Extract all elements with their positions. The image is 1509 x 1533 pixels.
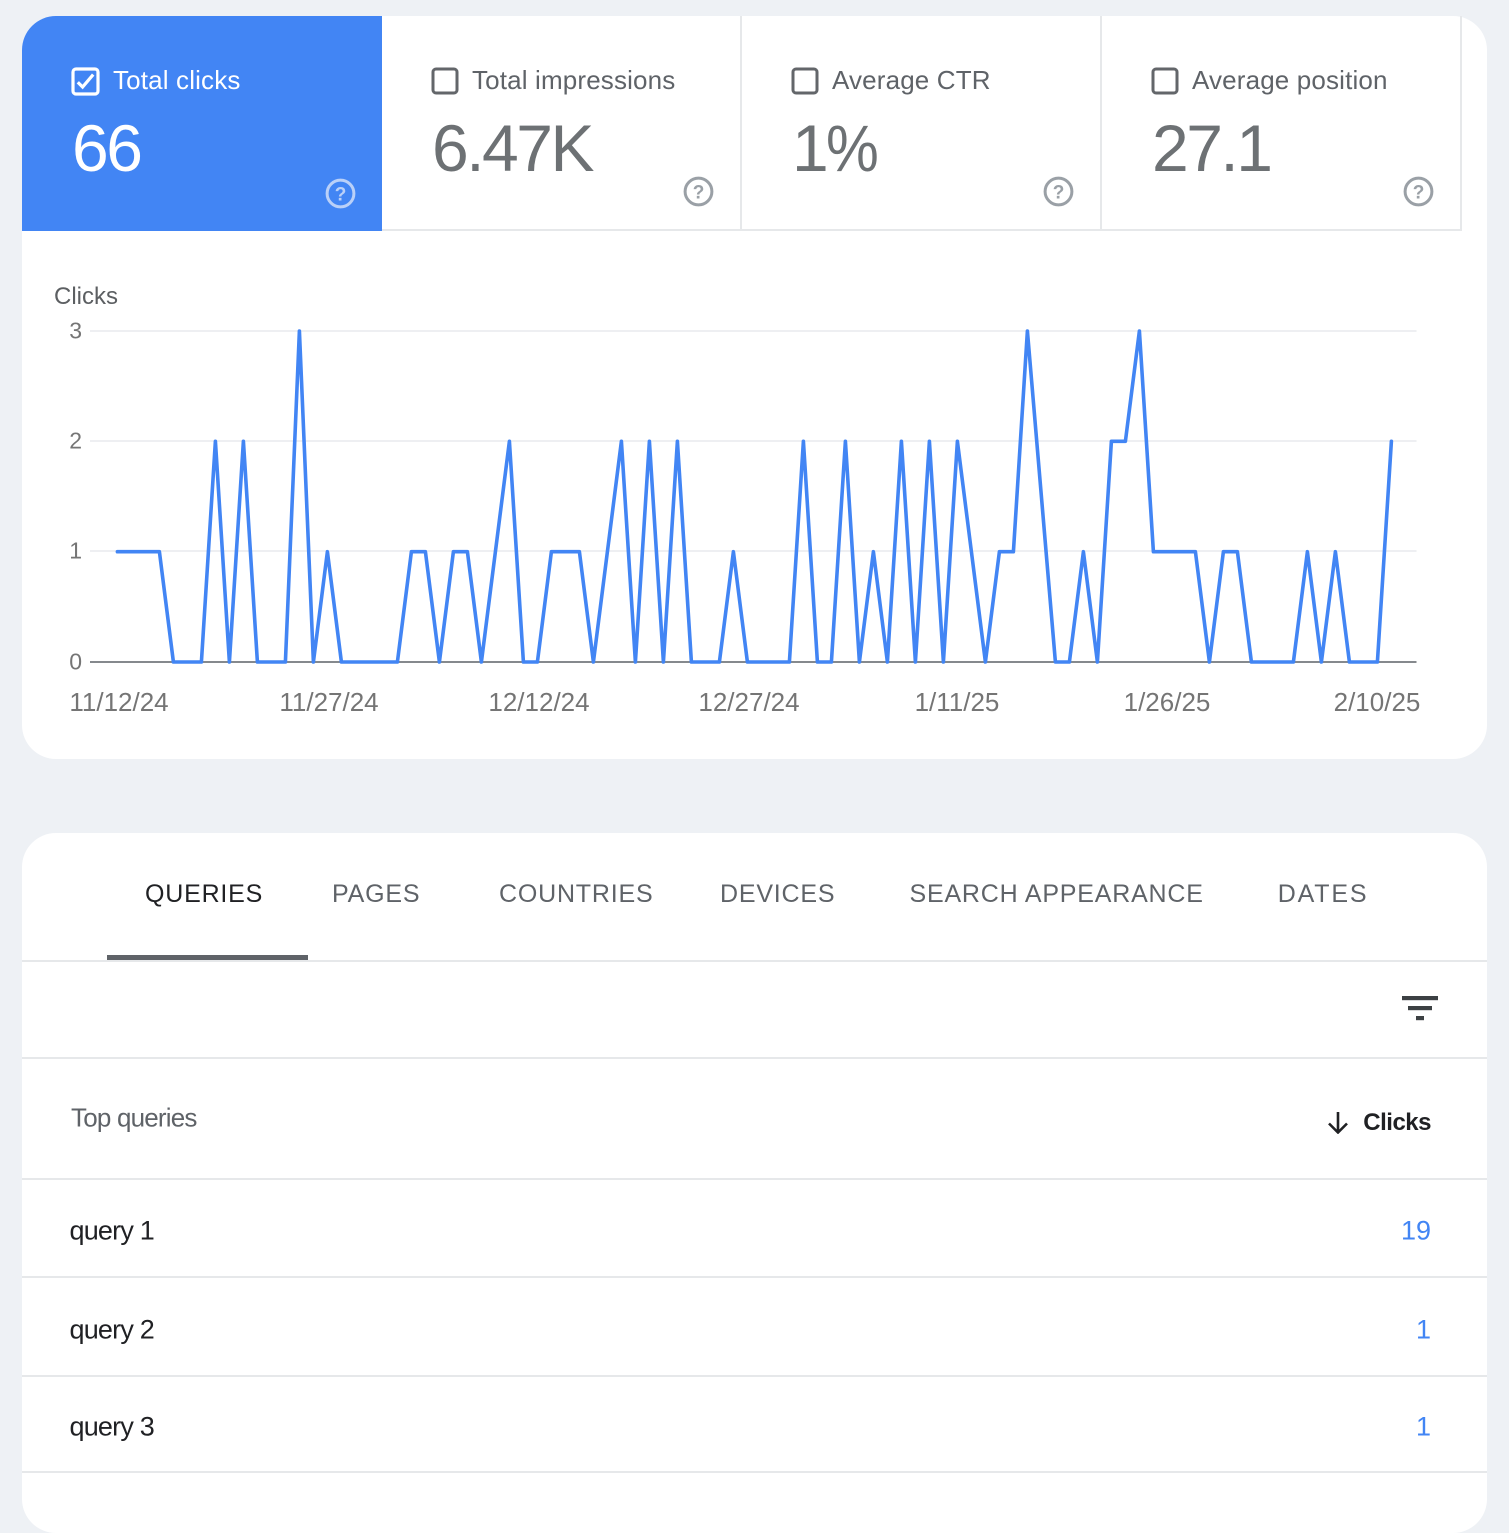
svg-text:1: 1 [69,538,82,564]
svg-text:11/27/24: 11/27/24 [279,687,378,717]
svg-text:3: 3 [69,318,82,344]
svg-text:?: ? [1053,183,1065,204]
svg-text:?: ? [335,185,347,206]
svg-text:12/27/24: 12/27/24 [698,687,799,717]
svg-text:1/26/25: 1/26/25 [1124,687,1211,717]
svg-text:11/12/24: 11/12/24 [69,687,168,717]
svg-text:2: 2 [69,428,82,454]
svg-text:?: ? [1413,183,1425,204]
svg-text:12/12/24: 12/12/24 [488,687,589,717]
svg-text:?: ? [693,183,705,204]
svg-text:Clicks: Clicks [54,283,118,310]
svg-text:0: 0 [69,649,82,675]
svg-text:2/10/25: 2/10/25 [1334,687,1421,717]
svg-text:1/11/25: 1/11/25 [915,687,1000,717]
